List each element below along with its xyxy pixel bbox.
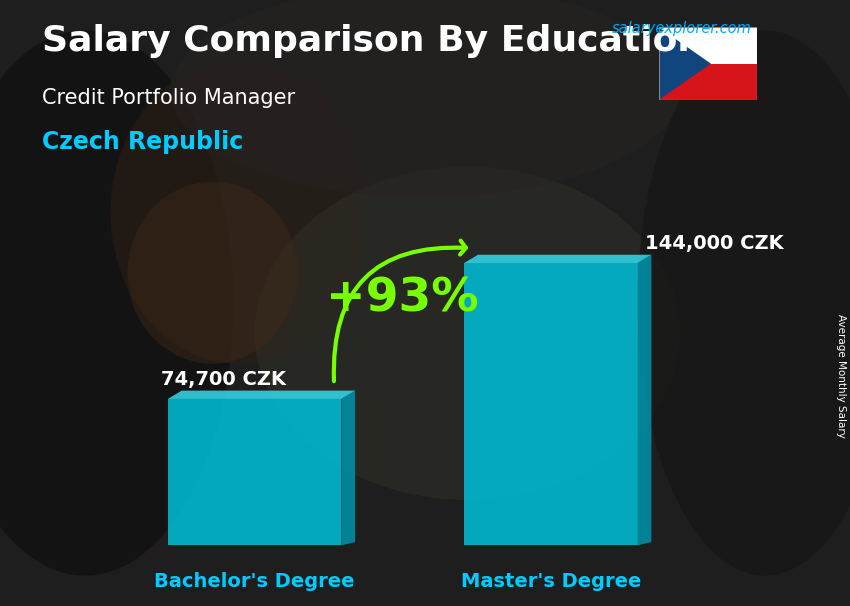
Ellipse shape bbox=[255, 167, 680, 500]
Text: Credit Portfolio Manager: Credit Portfolio Manager bbox=[42, 88, 296, 108]
Bar bbox=[659, 64, 756, 100]
Text: Bachelor's Degree: Bachelor's Degree bbox=[155, 572, 354, 591]
Bar bbox=[464, 263, 638, 545]
Bar bbox=[659, 27, 756, 64]
Text: 74,700 CZK: 74,700 CZK bbox=[161, 370, 286, 389]
Polygon shape bbox=[659, 27, 711, 100]
Ellipse shape bbox=[170, 0, 680, 197]
Text: Master's Degree: Master's Degree bbox=[461, 572, 641, 591]
Text: 144,000 CZK: 144,000 CZK bbox=[644, 234, 784, 253]
Text: salaryexplorer.com: salaryexplorer.com bbox=[612, 21, 752, 36]
Polygon shape bbox=[464, 255, 651, 263]
Text: Salary Comparison By Education: Salary Comparison By Education bbox=[42, 24, 704, 58]
Text: Czech Republic: Czech Republic bbox=[42, 130, 244, 155]
Ellipse shape bbox=[638, 30, 850, 576]
Bar bbox=[167, 399, 341, 545]
Ellipse shape bbox=[110, 61, 366, 364]
Polygon shape bbox=[167, 391, 355, 399]
Polygon shape bbox=[341, 391, 355, 545]
Polygon shape bbox=[638, 255, 651, 545]
Ellipse shape bbox=[0, 30, 234, 576]
Ellipse shape bbox=[128, 182, 298, 364]
Text: Average Monthly Salary: Average Monthly Salary bbox=[836, 314, 846, 438]
Text: +93%: +93% bbox=[326, 276, 479, 321]
